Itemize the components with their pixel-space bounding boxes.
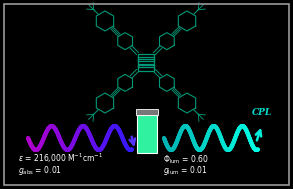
Text: $g_\mathrm{abs}$ = 0.01: $g_\mathrm{abs}$ = 0.01 bbox=[18, 164, 62, 177]
Bar bbox=[136, 109, 158, 115]
Text: CPL: CPL bbox=[252, 108, 272, 117]
Text: $\Phi_\mathrm{lum}$ = 0.60: $\Phi_\mathrm{lum}$ = 0.60 bbox=[163, 153, 209, 166]
Bar bbox=[138, 64, 154, 70]
Bar bbox=[137, 115, 157, 153]
Bar bbox=[137, 115, 157, 153]
Text: $\varepsilon$ = 216,000 M$^{-1}$cm$^{-1}$: $\varepsilon$ = 216,000 M$^{-1}$cm$^{-1}… bbox=[18, 152, 103, 165]
Bar bbox=[138, 53, 154, 60]
Text: $g_\mathrm{lum}$ = 0.01: $g_\mathrm{lum}$ = 0.01 bbox=[163, 164, 208, 177]
